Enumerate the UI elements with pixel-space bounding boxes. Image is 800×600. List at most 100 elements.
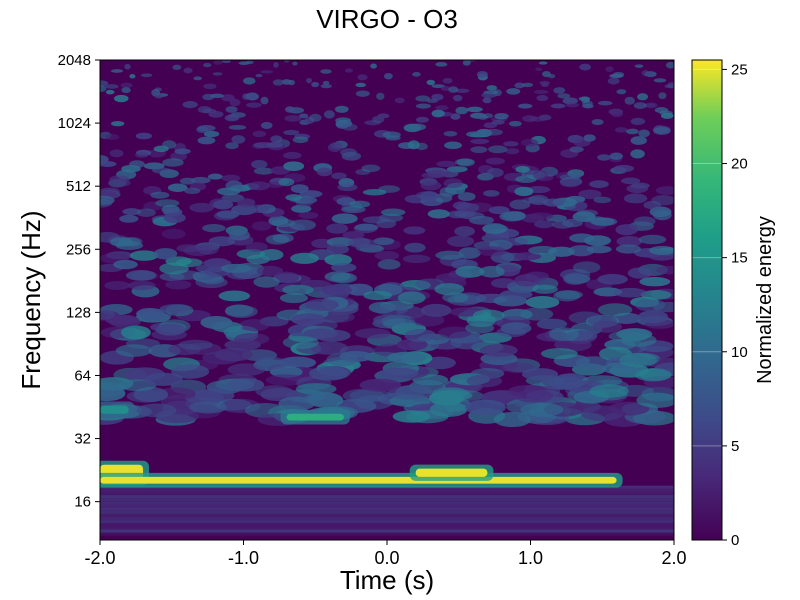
noise-blob <box>609 152 623 160</box>
noise-blob <box>208 110 224 118</box>
noise-blob <box>466 374 503 388</box>
noise-blob <box>100 85 107 93</box>
noise-blob <box>195 276 228 289</box>
noise-blob <box>529 116 546 122</box>
noise-blob <box>532 284 558 294</box>
noise-blob <box>518 103 533 109</box>
noise-blob <box>105 89 115 95</box>
noise-blob <box>630 182 650 189</box>
colorbar: 0 5 10 15 20 25 Normalized energy <box>691 59 776 549</box>
noise-blob <box>521 368 559 381</box>
noise-blob <box>316 167 333 177</box>
noise-blob <box>326 237 355 247</box>
noise-blob <box>243 77 256 85</box>
noise-blob <box>565 102 580 108</box>
noise-blob <box>482 97 492 104</box>
colorbar-tick-label: 15 <box>731 250 748 267</box>
noise-blob <box>248 204 270 214</box>
noise-blob <box>155 323 186 336</box>
noise-blob <box>324 254 353 266</box>
noise-blob <box>224 305 258 318</box>
noise-blob <box>627 267 653 279</box>
noise-blob <box>553 87 566 94</box>
noise-blob <box>479 344 518 357</box>
noise-stripe <box>100 507 674 511</box>
noise-blob <box>466 106 483 113</box>
noise-blob <box>221 94 235 102</box>
noise-blob <box>434 193 453 203</box>
y-axis: 16 32 64 128 256 512 1024 2048 <box>58 52 100 511</box>
noise-blob <box>533 170 549 180</box>
noise-blob <box>456 158 475 167</box>
noise-blob <box>309 113 322 122</box>
noise-blob <box>216 187 241 196</box>
noise-blob <box>557 93 571 99</box>
noise-blob <box>376 218 397 229</box>
noise-blob <box>597 303 633 317</box>
noise-blob <box>113 259 138 270</box>
noise-blob <box>225 106 238 113</box>
noise-blob <box>634 64 644 68</box>
noise-blob <box>472 309 505 322</box>
noise-blob <box>608 330 644 342</box>
noise-blob <box>335 117 352 124</box>
noise-blob <box>355 82 367 88</box>
x-tick-label: 2.0 <box>661 548 686 568</box>
noise-blob <box>353 223 378 234</box>
noise-blob <box>200 316 233 330</box>
noise-blob <box>242 93 251 100</box>
noise-blob <box>506 88 521 95</box>
noise-blob <box>572 261 601 274</box>
noise-blob <box>119 214 139 223</box>
noise-blob <box>615 127 628 133</box>
noise-blob <box>121 325 151 340</box>
noise-blob <box>633 102 647 110</box>
noise-blob <box>654 107 669 114</box>
noise-blob <box>520 307 554 321</box>
colorbar-tick-label: 20 <box>731 156 748 173</box>
noise-blob <box>494 112 509 120</box>
noise-blob <box>208 236 236 247</box>
noise-blob <box>283 151 302 160</box>
noise-blob <box>100 385 126 402</box>
noise-blob <box>136 403 177 418</box>
noise-stripe <box>100 526 674 530</box>
noise-blob <box>281 79 292 85</box>
noise-blob <box>340 148 357 157</box>
noise-blob <box>514 389 554 403</box>
noise-blob <box>579 63 591 71</box>
noise-blob <box>542 198 565 207</box>
noise-blob <box>431 109 445 118</box>
noise-blob <box>412 72 421 77</box>
noise-blob <box>140 73 153 78</box>
noise-blob <box>197 136 216 145</box>
noise-blob <box>110 120 125 127</box>
noise-blob <box>248 181 270 191</box>
noise-blob <box>253 167 274 175</box>
noise-blob <box>488 145 508 154</box>
noise-stripe <box>100 491 674 496</box>
noise-blob <box>633 216 656 227</box>
noise-blob <box>499 289 533 300</box>
noise-blob <box>514 82 525 89</box>
noise-blob <box>224 114 240 122</box>
noise-blob <box>415 103 431 109</box>
noise-blob <box>535 67 543 72</box>
noise-blob <box>542 70 551 78</box>
noise-blob <box>665 61 674 69</box>
y-axis-label: Frequency (Hz) <box>16 210 46 389</box>
noise-blob <box>361 164 381 173</box>
noise-blob <box>435 105 449 111</box>
noise-blob <box>419 191 439 202</box>
noise-blob <box>586 245 612 254</box>
noise-blob <box>342 388 385 403</box>
chart-title: VIRGO - O3 <box>316 4 458 34</box>
noise-blob <box>408 123 427 131</box>
noise-blob <box>100 195 115 205</box>
noise-stripe <box>100 513 674 517</box>
noise-blob <box>443 178 463 189</box>
noise-blob <box>304 298 339 311</box>
noise-blob <box>135 132 153 140</box>
noise-blob <box>374 251 400 261</box>
